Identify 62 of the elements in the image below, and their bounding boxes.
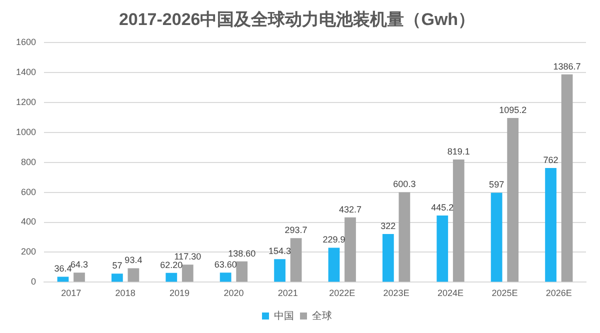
data-label: 57 xyxy=(112,260,122,271)
data-label: 138.60 xyxy=(228,248,256,258)
data-label: 1386.7 xyxy=(553,61,581,72)
bar xyxy=(182,264,194,282)
x-tick-label: 2021 xyxy=(278,288,298,298)
data-label: 293.7 xyxy=(284,225,308,236)
bar xyxy=(490,192,502,282)
bar xyxy=(382,234,394,282)
bar xyxy=(274,259,286,282)
y-tick-label: 800 xyxy=(20,156,36,167)
bar xyxy=(398,192,410,282)
bar xyxy=(561,74,573,282)
legend-label: 中国 xyxy=(274,310,294,322)
bar xyxy=(166,272,178,282)
data-label: 432.7 xyxy=(338,204,362,214)
bar xyxy=(545,168,556,282)
data-label: 322 xyxy=(380,220,396,231)
data-label: 93.4 xyxy=(124,255,142,266)
x-tick-label: 2018 xyxy=(115,288,136,298)
x-tick-label: 2025E xyxy=(492,288,518,298)
data-label: 1095.2 xyxy=(499,105,527,116)
data-label: 62.20 xyxy=(160,260,183,270)
bar xyxy=(344,217,356,282)
data-label: 36.4 xyxy=(54,264,72,274)
data-label: 819.1 xyxy=(447,146,470,156)
x-tick-label: 2017 xyxy=(61,288,82,298)
y-tick-label: 1200 xyxy=(16,96,36,107)
bar xyxy=(112,274,123,282)
y-tick-label: 400 xyxy=(20,216,36,227)
bar xyxy=(57,276,69,282)
x-tick-label: 2023E xyxy=(383,288,410,298)
y-tick-label: 1000 xyxy=(16,126,36,137)
data-label: 117.30 xyxy=(174,252,202,262)
data-label: 63.60 xyxy=(214,260,237,270)
x-tick-label: 2020 xyxy=(224,288,244,298)
bar xyxy=(328,248,340,282)
data-label: 600.3 xyxy=(393,179,416,190)
bar xyxy=(436,215,448,282)
data-label: 597 xyxy=(489,180,504,190)
bar xyxy=(452,159,464,282)
y-tick-label: 0 xyxy=(31,276,36,287)
data-label: 229.9 xyxy=(322,234,346,245)
legend-label: 全球 xyxy=(312,310,332,322)
y-tick-label: 1400 xyxy=(16,66,36,77)
y-tick-label: 200 xyxy=(20,246,36,257)
bar xyxy=(128,268,140,282)
bar xyxy=(236,261,248,282)
chart-title: 2017-2026中国及全球动力电池装机量（Gwh） xyxy=(118,10,476,29)
x-tick-label: 2022E xyxy=(329,288,356,298)
x-tick-label: 2026E xyxy=(546,288,572,298)
bar xyxy=(220,272,232,282)
data-label: 64.3 xyxy=(70,260,88,270)
y-tick-label: 600 xyxy=(20,186,36,197)
x-tick-label: 2019 xyxy=(170,288,190,298)
bar xyxy=(290,238,302,282)
data-label: 154.3 xyxy=(268,246,292,256)
bar xyxy=(507,118,519,282)
data-label: 445.2 xyxy=(431,202,454,212)
bar xyxy=(74,272,85,282)
data-label: 762 xyxy=(543,154,558,165)
x-tick-label: 2024E xyxy=(437,288,464,298)
y-tick-label: 1600 xyxy=(16,36,36,47)
